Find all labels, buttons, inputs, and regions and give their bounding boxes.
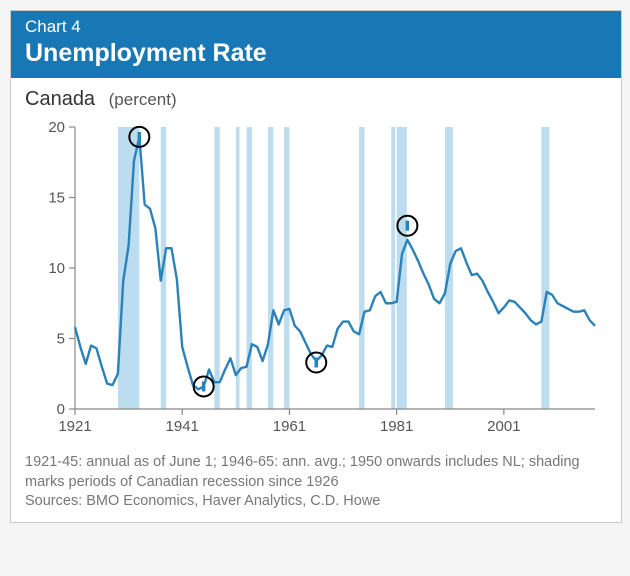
chart-footnote: 1921-45: annual as of June 1; 1946-65: a… [11, 449, 621, 522]
chart-card: Chart 4 Unemployment Rate Canada (percen… [10, 10, 622, 523]
chart-svg: 0 5 10 15 20 1921 1941 1961 1981 2001 [25, 113, 607, 443]
chart-title: Unemployment Rate [25, 39, 607, 68]
chart-number: Chart 4 [25, 17, 607, 37]
svg-text:15: 15 [48, 190, 65, 207]
svg-text:1961: 1961 [273, 418, 306, 435]
svg-text:0: 0 [57, 401, 65, 418]
svg-text:20: 20 [48, 119, 65, 136]
svg-text:10: 10 [48, 260, 65, 277]
unit-label: (percent) [109, 90, 177, 109]
footnote-line-1: 1921-45: annual as of June 1; 1946-65: a… [25, 453, 607, 492]
plot-area: 0 5 10 15 20 1921 1941 1961 1981 2001 [11, 113, 621, 449]
svg-text:1981: 1981 [380, 418, 413, 435]
chart-subhead: Canada (percent) [11, 78, 621, 113]
svg-text:1921: 1921 [58, 418, 91, 435]
chart-header: Chart 4 Unemployment Rate [11, 11, 621, 78]
svg-text:2001: 2001 [487, 418, 520, 435]
country-label: Canada [25, 88, 95, 110]
svg-text:5: 5 [57, 331, 65, 348]
svg-text:1941: 1941 [166, 418, 199, 435]
footnote-line-2: Sources: BMO Economics, Haver Analytics,… [25, 492, 607, 512]
